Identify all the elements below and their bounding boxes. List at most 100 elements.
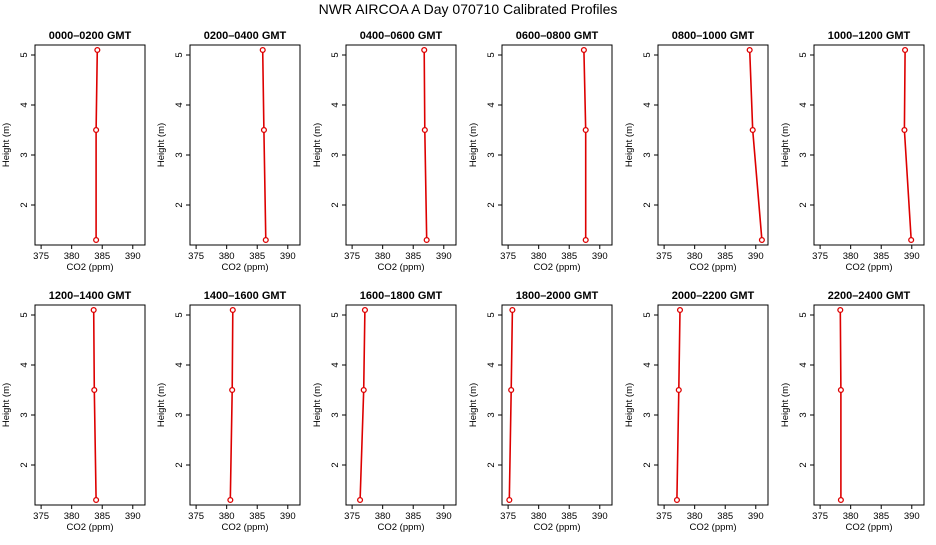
y-axis-label: Height (m)	[156, 383, 167, 427]
plot-frame	[34, 44, 146, 246]
x-tick-label: 380	[64, 511, 80, 522]
y-tick-label: 5	[642, 312, 653, 317]
x-axis-label: CO2 (ppm)	[67, 262, 114, 273]
y-tick-label: 5	[486, 52, 497, 57]
plot-frame	[813, 44, 925, 246]
x-tick-label: 380	[843, 511, 859, 522]
data-point	[746, 46, 753, 54]
y-tick-label: 4	[798, 362, 809, 367]
x-axis-label: CO2 (ppm)	[690, 262, 737, 273]
y-tick-label: 4	[798, 102, 809, 107]
x-tick-label: 390	[904, 251, 920, 262]
y-tick-label: 3	[798, 412, 809, 417]
data-point	[91, 386, 98, 394]
x-axis-label: CO2 (ppm)	[534, 522, 581, 533]
panel-12: 2200–2400 GMT 375 380 385 390 2 3 4 5 CO2 (ppm) He…	[780, 290, 925, 533]
data-point	[421, 46, 428, 54]
y-tick-label: 3	[19, 152, 30, 157]
data-point	[901, 126, 908, 134]
plot-frame	[501, 44, 613, 246]
y-tick-label: 3	[19, 412, 30, 417]
panel-title: 0200–0400 GMT	[204, 30, 287, 42]
x-tick-label: 390	[592, 251, 608, 262]
x-tick-label: 380	[219, 511, 235, 522]
x-tick-label: 385	[561, 511, 577, 522]
y-axis-label: Height (m)	[1, 123, 12, 167]
panel-title: 1400–1600 GMT	[204, 290, 287, 302]
x-axis-label: CO2 (ppm)	[690, 522, 737, 533]
x-tick-label: 380	[531, 511, 547, 522]
x-tick-label: 380	[687, 511, 703, 522]
y-tick-label: 5	[174, 312, 185, 317]
x-axis-label: CO2 (ppm)	[67, 522, 114, 533]
profile-line	[508, 309, 514, 501]
data-point	[749, 126, 756, 134]
x-tick-label: 390	[436, 511, 452, 522]
data-point	[902, 46, 909, 54]
y-tick-label: 2	[174, 202, 185, 207]
x-tick-label: 390	[592, 511, 608, 522]
x-tick-label: 385	[873, 511, 889, 522]
x-tick-label: 385	[405, 251, 421, 262]
y-tick-label: 4	[642, 102, 653, 107]
profile-line	[903, 49, 912, 241]
x-tick-label: 390	[748, 251, 764, 262]
panel-1: 0000–0200 GMT 375 380 385 390 2 3 4 5 CO2 (ppm) He…	[1, 30, 146, 273]
x-tick-label: 385	[249, 511, 265, 522]
data-point	[506, 496, 513, 504]
y-axis-label: Height (m)	[468, 383, 479, 427]
y-tick-label: 2	[174, 462, 185, 467]
profile-line	[92, 309, 97, 501]
panel-title: 0000–0200 GMT	[49, 30, 132, 42]
plot-frame	[813, 304, 925, 506]
y-tick-label: 5	[19, 312, 30, 317]
profile-line	[95, 49, 99, 240]
y-tick-label: 3	[798, 152, 809, 157]
data-point	[582, 126, 589, 134]
y-tick-label: 4	[330, 362, 341, 367]
profile-line	[261, 49, 267, 241]
y-axis-label: Height (m)	[780, 123, 791, 167]
y-tick-label: 3	[642, 152, 653, 157]
profile-line	[423, 49, 428, 241]
y-tick-label: 4	[330, 102, 341, 107]
data-point	[260, 126, 267, 134]
x-tick-label: 375	[812, 511, 828, 522]
data-point	[361, 306, 368, 314]
x-tick-label: 385	[561, 251, 577, 262]
x-tick-label: 375	[188, 511, 204, 522]
plot-frame	[657, 304, 769, 506]
panel-title: 1800–2000 GMT	[516, 290, 599, 302]
data-point	[508, 386, 515, 394]
x-axis-label: CO2 (ppm)	[222, 522, 269, 533]
profile-line	[676, 309, 681, 501]
x-tick-label: 375	[33, 251, 49, 262]
y-tick-label: 2	[486, 202, 497, 207]
data-point	[837, 386, 844, 394]
x-tick-label: 380	[219, 251, 235, 262]
y-tick-label: 4	[486, 362, 497, 367]
panel-2: 0200–0400 GMT 375 380 385 390 2 3 4 5 CO2 (ppm) He…	[156, 30, 301, 273]
panel-8: 1400–1600 GMT 375 380 385 390 2 3 4 5 CO2 (ppm) He…	[156, 290, 301, 533]
y-tick-label: 3	[642, 412, 653, 417]
y-tick-label: 5	[798, 52, 809, 57]
y-tick-label: 5	[174, 52, 185, 57]
data-point	[259, 46, 266, 54]
y-tick-label: 2	[798, 462, 809, 467]
data-point	[93, 126, 100, 134]
plot-frame	[345, 44, 457, 246]
y-tick-label: 4	[642, 362, 653, 367]
y-tick-label: 4	[19, 362, 30, 367]
x-tick-label: 375	[344, 251, 360, 262]
panel-title: 0400–0600 GMT	[360, 30, 443, 42]
y-tick-label: 5	[642, 52, 653, 57]
y-tick-label: 3	[486, 152, 497, 157]
x-axis-label: CO2 (ppm)	[378, 522, 425, 533]
figure-title: NWR AIRCOA A Day 070710 Calibrated Profi…	[319, 1, 618, 17]
x-axis-label: CO2 (ppm)	[222, 262, 269, 273]
panel-title: 0800–1000 GMT	[672, 30, 755, 42]
panel-title: 1200–1400 GMT	[49, 290, 132, 302]
y-tick-label: 5	[798, 312, 809, 317]
panel-4: 0600–0800 GMT 375 380 385 390 2 3 4 5 CO2 (ppm) He…	[468, 30, 613, 273]
